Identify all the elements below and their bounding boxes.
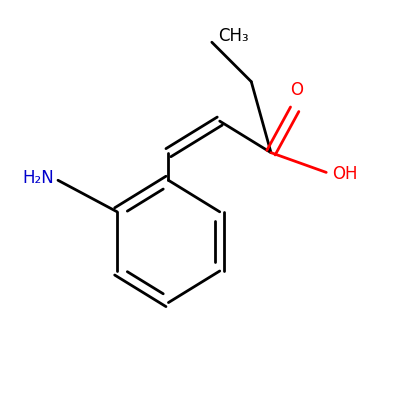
- Text: CH₃: CH₃: [218, 27, 248, 45]
- Text: O: O: [290, 82, 303, 100]
- Text: H₂N: H₂N: [22, 169, 54, 187]
- Text: OH: OH: [332, 165, 358, 183]
